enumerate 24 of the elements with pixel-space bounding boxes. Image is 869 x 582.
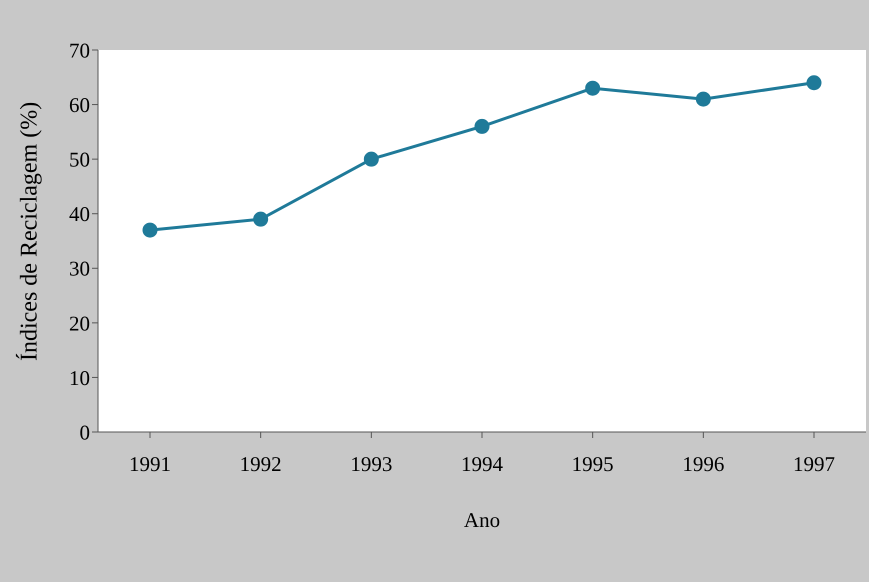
point	[474, 118, 490, 134]
point	[696, 92, 711, 107]
y-tick-label: 10	[69, 366, 90, 390]
y-tick-label: 50	[69, 148, 90, 172]
x-tick-label: 1994	[461, 452, 504, 476]
y-axis-title: Índices de Reciclagem (%)	[16, 102, 43, 361]
x-tick-label: 1991	[129, 452, 171, 476]
x-axis-title: Ano	[464, 508, 500, 532]
x-tick-label: 1996	[682, 452, 724, 476]
x-tick-label: 1995	[572, 452, 614, 476]
y-tick-label: 40	[69, 202, 90, 226]
point	[585, 80, 600, 96]
x-tick-label: 1997	[793, 452, 835, 476]
y-tick-label: 60	[69, 93, 90, 118]
point	[142, 222, 158, 238]
y-tick-label: 30	[69, 256, 90, 281]
y-tick-label: 70	[69, 38, 90, 62]
y-tick-label: 20	[69, 311, 90, 336]
point	[806, 75, 822, 90]
point	[364, 152, 379, 167]
x-tick-label: 1992	[240, 452, 282, 476]
y-tick-label: 0	[80, 420, 90, 444]
x-tick-label: 1993	[350, 452, 392, 476]
point	[253, 212, 268, 227]
